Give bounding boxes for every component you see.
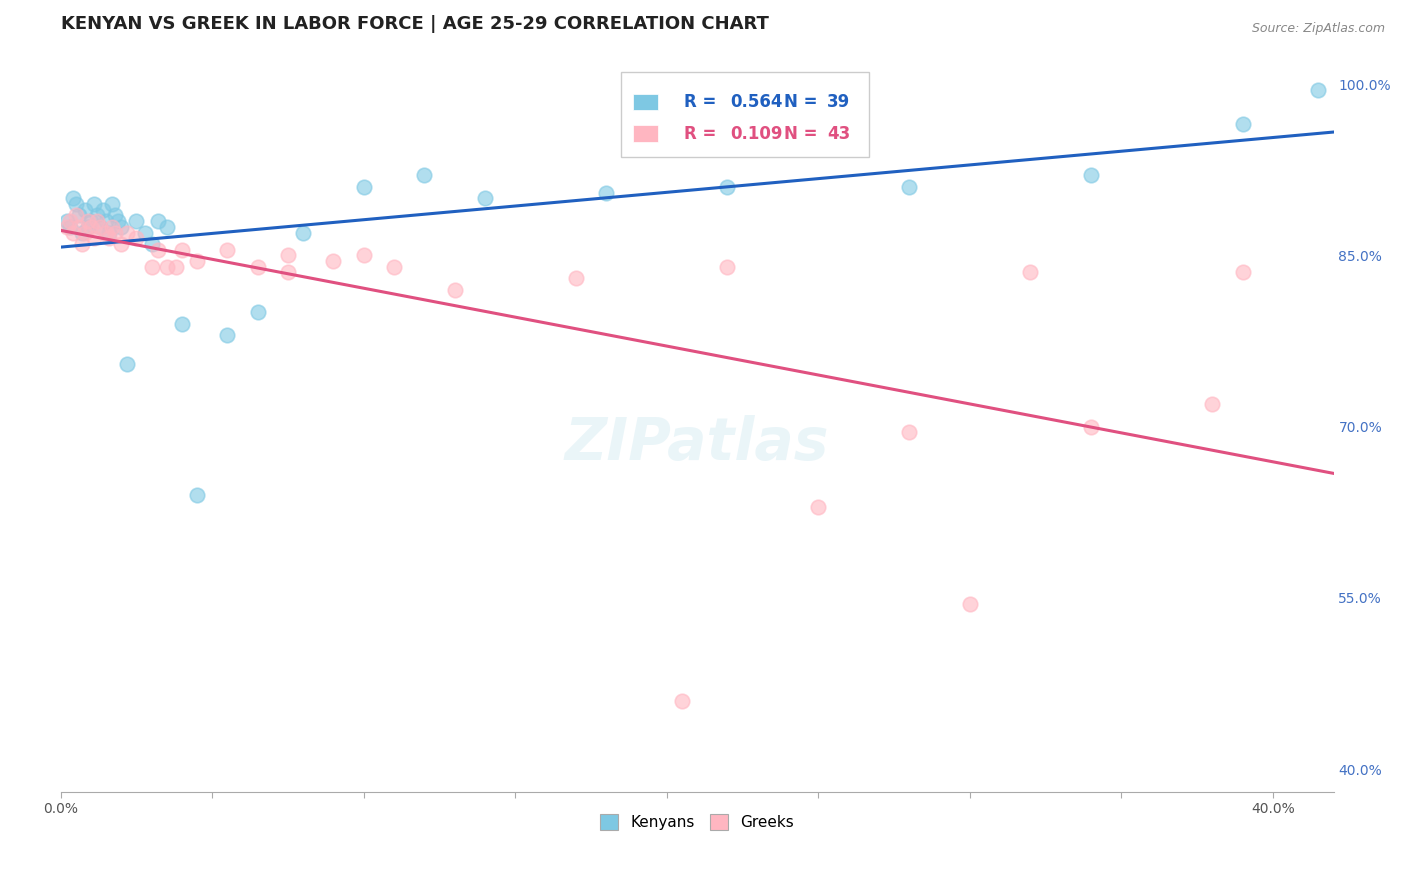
- Point: [101, 197, 124, 211]
- Point: [98, 231, 121, 245]
- Text: 39: 39: [827, 93, 851, 111]
- Point: [671, 693, 693, 707]
- Point: [443, 283, 465, 297]
- Point: [146, 214, 169, 228]
- Point: [59, 219, 82, 234]
- Point: [146, 243, 169, 257]
- Point: [80, 219, 103, 234]
- Text: 43: 43: [827, 125, 851, 143]
- Point: [565, 271, 588, 285]
- Point: [62, 191, 84, 205]
- Point: [73, 226, 96, 240]
- Point: [86, 208, 108, 222]
- Point: [413, 169, 436, 183]
- Point: [65, 197, 87, 211]
- Point: [217, 243, 239, 257]
- Text: 0.564: 0.564: [730, 93, 783, 111]
- Point: [125, 214, 148, 228]
- Point: [716, 260, 738, 274]
- Point: [65, 208, 87, 222]
- Point: [134, 226, 156, 240]
- Point: [141, 260, 163, 274]
- Text: R =: R =: [685, 125, 723, 143]
- Point: [1201, 397, 1223, 411]
- Point: [156, 260, 179, 274]
- Point: [156, 219, 179, 234]
- Point: [55, 214, 77, 228]
- Point: [277, 265, 299, 279]
- Point: [292, 226, 315, 240]
- Point: [170, 243, 193, 257]
- Point: [67, 219, 90, 234]
- Point: [716, 179, 738, 194]
- Point: [101, 219, 124, 234]
- Point: [70, 236, 93, 251]
- Point: [959, 597, 981, 611]
- Point: [382, 260, 405, 274]
- Point: [83, 197, 105, 211]
- Point: [277, 248, 299, 262]
- Point: [217, 328, 239, 343]
- Point: [98, 226, 121, 240]
- Legend: Kenyans, Greeks: Kenyans, Greeks: [593, 808, 800, 837]
- Point: [141, 236, 163, 251]
- Point: [1019, 265, 1042, 279]
- Point: [186, 254, 208, 268]
- Point: [474, 191, 496, 205]
- Point: [353, 179, 375, 194]
- Point: [67, 208, 90, 222]
- Point: [595, 186, 617, 200]
- Point: [117, 357, 139, 371]
- Point: [170, 317, 193, 331]
- Point: [117, 226, 139, 240]
- FancyBboxPatch shape: [634, 125, 658, 142]
- Point: [322, 254, 344, 268]
- Point: [125, 231, 148, 245]
- Point: [70, 226, 93, 240]
- Text: ZIPatlas: ZIPatlas: [565, 415, 830, 472]
- Point: [104, 208, 127, 222]
- Text: R =: R =: [685, 93, 723, 111]
- FancyBboxPatch shape: [620, 72, 869, 158]
- Point: [186, 488, 208, 502]
- Point: [91, 202, 114, 217]
- Point: [77, 214, 100, 228]
- Point: [898, 425, 921, 440]
- Point: [89, 219, 111, 234]
- Point: [898, 179, 921, 194]
- Point: [165, 260, 187, 274]
- Point: [110, 219, 132, 234]
- Point: [104, 226, 127, 240]
- Point: [1308, 83, 1330, 97]
- Point: [246, 305, 269, 319]
- Point: [1232, 117, 1254, 131]
- Point: [94, 226, 117, 240]
- Point: [77, 219, 100, 234]
- FancyBboxPatch shape: [634, 94, 658, 111]
- Point: [86, 214, 108, 228]
- Point: [73, 202, 96, 217]
- Point: [55, 219, 77, 234]
- Point: [1232, 265, 1254, 279]
- Text: N =: N =: [783, 125, 823, 143]
- Text: N =: N =: [783, 93, 823, 111]
- Text: Source: ZipAtlas.com: Source: ZipAtlas.com: [1251, 22, 1385, 36]
- Point: [94, 214, 117, 228]
- Point: [83, 231, 105, 245]
- Point: [1080, 419, 1102, 434]
- Point: [89, 219, 111, 234]
- Text: 0.109: 0.109: [730, 125, 783, 143]
- Point: [246, 260, 269, 274]
- Point: [59, 214, 82, 228]
- Text: KENYAN VS GREEK IN LABOR FORCE | AGE 25-29 CORRELATION CHART: KENYAN VS GREEK IN LABOR FORCE | AGE 25-…: [60, 15, 769, 33]
- Point: [807, 500, 830, 514]
- Point: [80, 214, 103, 228]
- Point: [1080, 169, 1102, 183]
- Point: [110, 236, 132, 251]
- Point: [107, 214, 129, 228]
- Point: [62, 226, 84, 240]
- Point: [353, 248, 375, 262]
